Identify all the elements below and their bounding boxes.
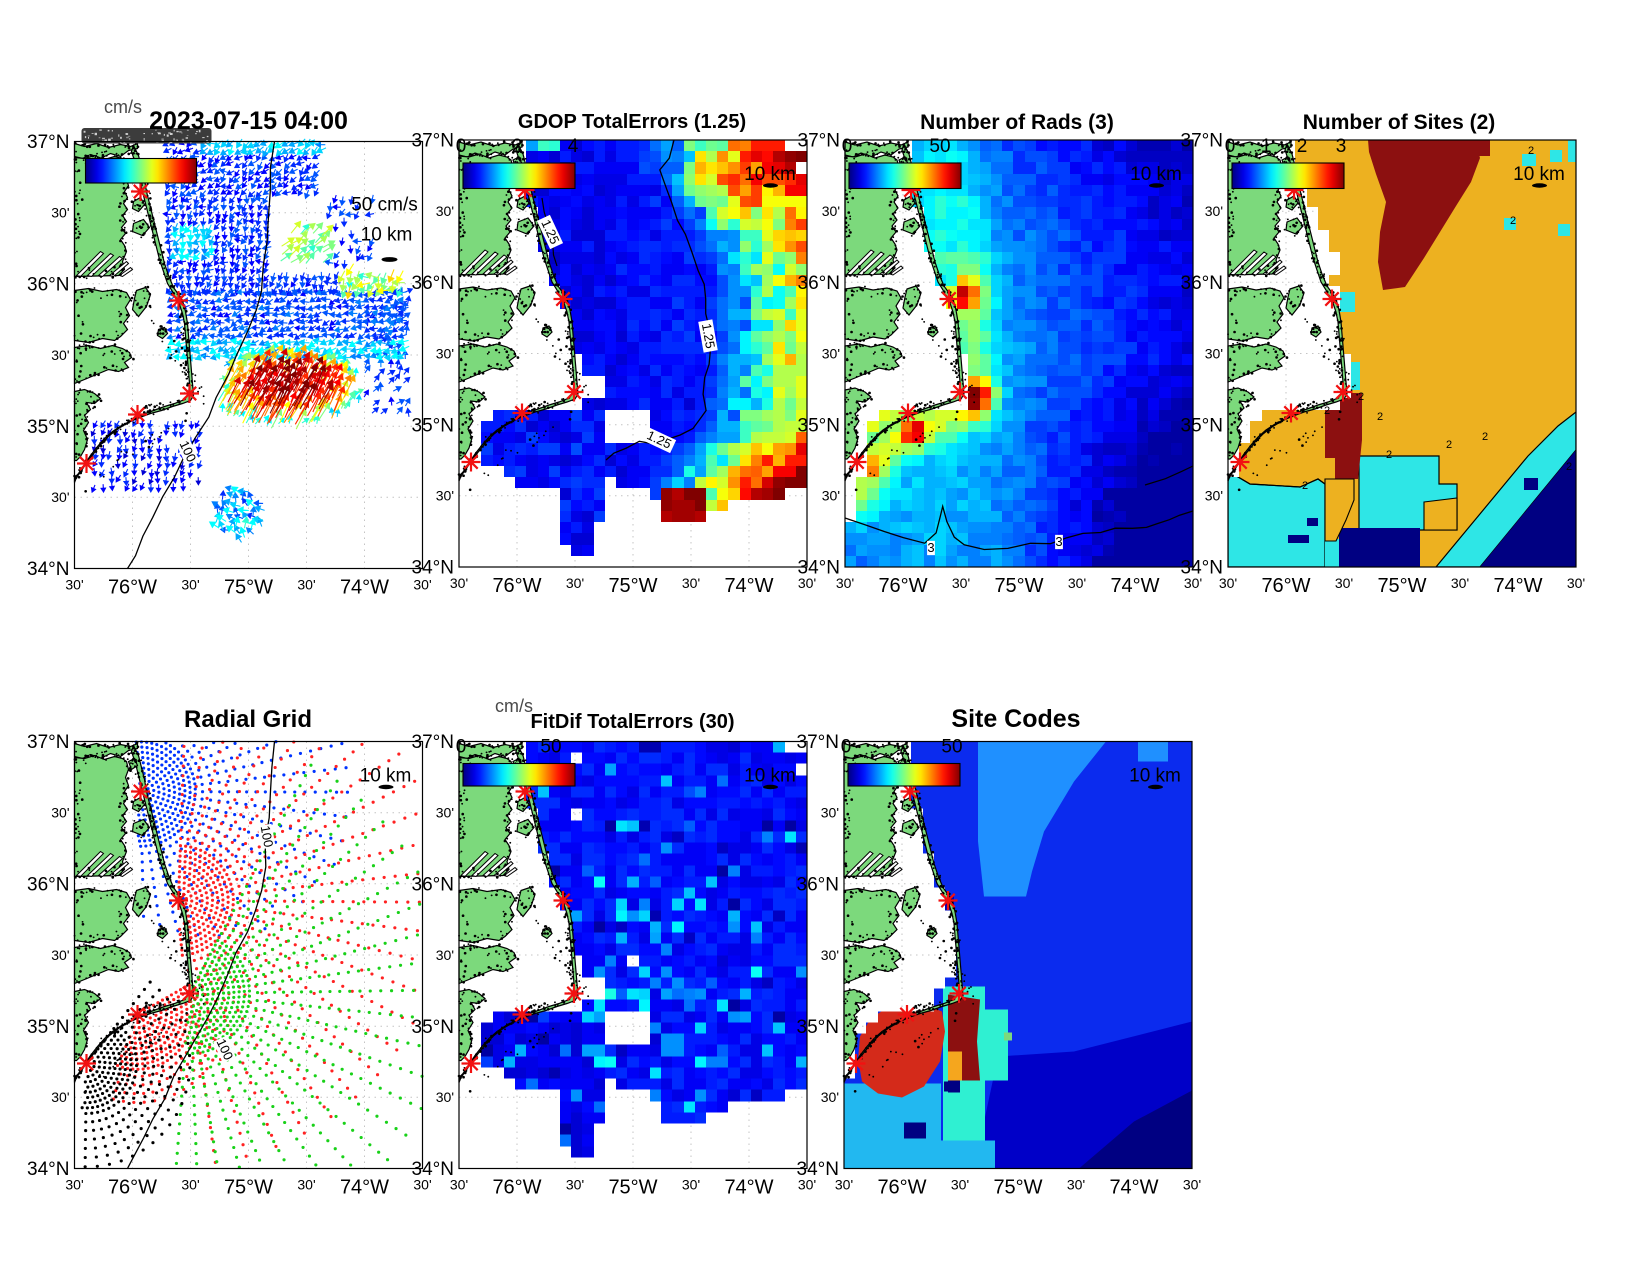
svg-text:Site Codes: Site Codes	[951, 705, 1080, 733]
svg-text:0: 0	[841, 737, 852, 758]
svg-text:50: 50	[540, 737, 561, 758]
svg-text:2: 2	[1377, 411, 1383, 423]
svg-text:10 km: 10 km	[361, 225, 413, 246]
svg-text:2: 2	[1324, 405, 1330, 417]
svg-text:0: 0	[456, 737, 467, 758]
svg-text:2: 2	[1482, 431, 1488, 443]
svg-text:2: 2	[1302, 480, 1308, 492]
svg-text:2: 2	[1358, 391, 1364, 403]
svg-text:50: 50	[929, 136, 950, 157]
svg-text:2: 2	[512, 136, 523, 157]
svg-text:2: 2	[1446, 439, 1452, 451]
svg-text:Number of Sites (2): Number of Sites (2)	[1303, 111, 1496, 134]
svg-text:2: 2	[1386, 449, 1392, 461]
svg-text:FitDif TotalErrors (30): FitDif TotalErrors (30)	[530, 711, 734, 733]
svg-text:2023-07-15 04:00: 2023-07-15 04:00	[149, 107, 348, 135]
svg-text:Radial Grid: Radial Grid	[184, 706, 312, 733]
svg-text:2: 2	[1297, 136, 1308, 157]
svg-text:2: 2	[1566, 461, 1572, 473]
svg-text:1: 1	[1261, 136, 1272, 157]
svg-text:3: 3	[927, 540, 934, 555]
svg-text:1.25: 1.25	[699, 322, 718, 350]
svg-text:2: 2	[1510, 215, 1516, 227]
svg-text:0: 0	[456, 136, 467, 157]
svg-text:2: 2	[1528, 145, 1534, 157]
svg-text:4: 4	[568, 136, 579, 157]
svg-text:50: 50	[941, 737, 962, 758]
svg-text:0: 0	[1225, 136, 1236, 157]
svg-text:cm/s: cm/s	[495, 696, 533, 716]
svg-text:GDOP TotalErrors (1.25): GDOP TotalErrors (1.25)	[518, 111, 746, 133]
svg-text:3: 3	[1055, 534, 1062, 549]
svg-text:Number of Rads (3): Number of Rads (3)	[920, 111, 1114, 134]
svg-text:0: 0	[842, 136, 853, 157]
svg-text:50 cm/s: 50 cm/s	[351, 195, 418, 216]
svg-text:100: 100	[258, 824, 277, 848]
svg-text:cm/s: cm/s	[104, 97, 142, 117]
svg-text:3: 3	[1336, 136, 1347, 157]
